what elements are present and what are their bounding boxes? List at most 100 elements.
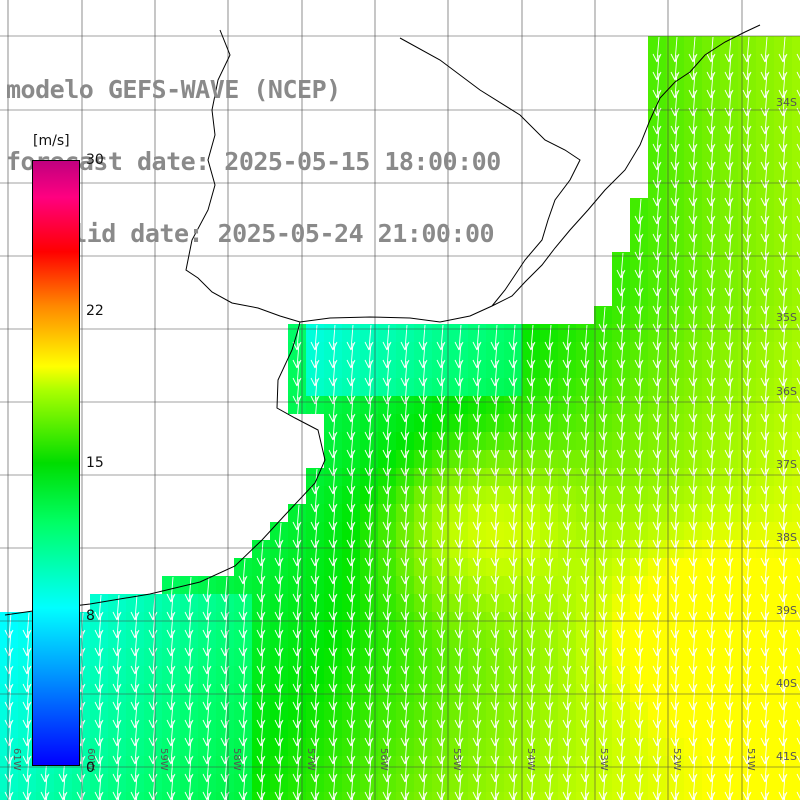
wind-speed-cell: [324, 630, 342, 648]
wind-speed-cell: [414, 648, 432, 666]
wind-speed-cell: [558, 630, 576, 648]
wind-speed-cell: [738, 774, 756, 792]
wind-speed-cell: [720, 432, 738, 450]
wind-speed-cell: [756, 540, 774, 558]
wind-arrow: [796, 629, 800, 638]
wind-speed-cell: [378, 540, 396, 558]
wind-speed-cell: [774, 414, 792, 432]
wind-speed-cell: [666, 306, 684, 324]
wind-speed-cell: [774, 90, 792, 108]
wind-speed-cell: [450, 702, 468, 720]
wind-speed-cell: [702, 162, 720, 180]
wind-speed-cell: [450, 540, 468, 558]
wind-speed-cell: [666, 252, 684, 270]
wind-speed-cell: [432, 414, 450, 432]
wind-speed-cell: [414, 738, 432, 756]
wind-speed-cell: [126, 738, 144, 756]
wind-speed-cell: [558, 540, 576, 558]
wind-speed-cell: [720, 216, 738, 234]
wind-speed-cell: [648, 72, 666, 90]
wind-speed-cell: [162, 774, 180, 792]
wind-speed-cell: [774, 324, 792, 342]
wind-speed-cell: [270, 684, 288, 702]
wind-speed-cell: [738, 450, 756, 468]
wind-speed-cell: [468, 378, 486, 396]
wind-speed-cell: [648, 594, 666, 612]
wind-speed-cell: [108, 702, 126, 720]
wind-speed-cell: [756, 576, 774, 594]
wind-speed-cell: [594, 414, 612, 432]
wind-speed-cell: [18, 756, 36, 774]
wind-arrow: [693, 792, 696, 804]
wind-speed-cell: [360, 342, 378, 360]
wind-speed-cell: [630, 684, 648, 702]
wind-speed-cell: [522, 396, 540, 414]
wind-speed-cell: [792, 648, 800, 666]
wind-speed-cell: [468, 720, 486, 738]
wind-speed-cell: [486, 378, 504, 396]
wind-speed-cell: [342, 450, 360, 468]
wind-arrow: [796, 665, 800, 674]
wind-speed-cell: [288, 576, 306, 594]
wind-arrow: [729, 792, 732, 804]
wind-speed-cell: [792, 630, 800, 648]
wind-speed-cell: [378, 486, 396, 504]
wind-speed-cell: [558, 324, 576, 342]
wind-speed-cell: [234, 558, 252, 576]
wind-speed-cell: [630, 666, 648, 684]
wind-arrow: [351, 792, 354, 804]
wind-speed-cell: [324, 378, 342, 396]
wind-speed-cell: [774, 36, 792, 54]
wind-speed-cell: [756, 72, 774, 90]
wind-speed-cell: [540, 360, 558, 378]
wind-speed-cell: [612, 414, 630, 432]
lon-label: 61W: [11, 748, 22, 771]
wind-speed-cell: [666, 126, 684, 144]
wind-speed-cell: [558, 774, 576, 792]
wind-speed-cell: [684, 576, 702, 594]
wind-speed-cell: [414, 576, 432, 594]
wind-speed-cell: [450, 648, 468, 666]
wind-speed-cell: [684, 414, 702, 432]
wind-speed-cell: [792, 378, 800, 396]
wind-speed-cell: [522, 522, 540, 540]
wind-speed-cell: [306, 342, 324, 360]
wind-speed-cell: [504, 738, 522, 756]
wind-arrow: [495, 792, 498, 804]
wind-arrow: [796, 683, 800, 692]
wind-arrow: [796, 125, 800, 134]
wind-speed-cell: [684, 450, 702, 468]
wind-speed-cell: [90, 648, 108, 666]
wind-speed-cell: [792, 216, 800, 234]
wind-speed-cell: [378, 432, 396, 450]
wind-speed-cell: [252, 720, 270, 738]
wind-speed-cell: [630, 450, 648, 468]
wind-speed-cell: [666, 540, 684, 558]
wind-speed-cell: [630, 486, 648, 504]
wind-speed-cell: [540, 738, 558, 756]
wind-speed-cell: [486, 720, 504, 738]
wind-speed-cell: [756, 720, 774, 738]
wind-speed-cell: [36, 774, 54, 792]
wind-speed-cell: [198, 702, 216, 720]
wind-speed-cell: [720, 360, 738, 378]
wind-arrow: [765, 792, 768, 804]
colorbar-tick-30: 30: [86, 152, 104, 168]
wind-speed-cell: [468, 630, 486, 648]
wind-speed-cell: [648, 558, 666, 576]
wind-speed-cell: [684, 144, 702, 162]
wind-speed-cell: [504, 324, 522, 342]
wind-speed-cell: [666, 234, 684, 252]
wind-speed-cell: [432, 540, 450, 558]
wind-speed-cell: [738, 324, 756, 342]
wind-arrow: [369, 792, 372, 804]
wind-speed-cell: [684, 720, 702, 738]
wind-speed-cell: [720, 324, 738, 342]
wind-arrow: [153, 792, 156, 804]
wind-speed-cell: [738, 522, 756, 540]
wind-speed-cell: [648, 540, 666, 558]
wind-speed-cell: [360, 324, 378, 342]
wind-speed-cell: [306, 504, 324, 522]
wind-speed-cell: [504, 486, 522, 504]
